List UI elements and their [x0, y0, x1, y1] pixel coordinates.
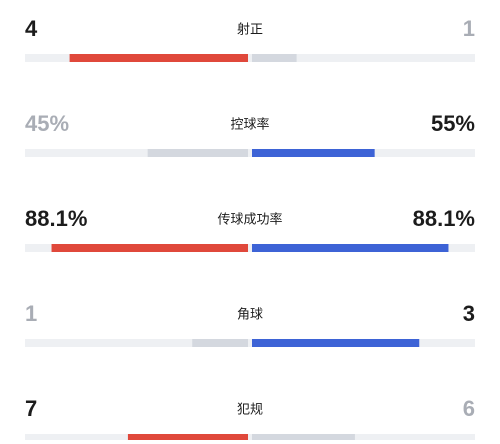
- away-bar: [252, 339, 420, 347]
- home-value: 7: [25, 396, 37, 421]
- away-bar: [252, 149, 375, 157]
- bar-track: [25, 244, 475, 252]
- bar-track: [25, 149, 475, 157]
- stat-label: 犯规: [237, 403, 263, 418]
- home-value: 45%: [25, 111, 69, 136]
- away-bar: [252, 244, 449, 252]
- away-value: 6: [463, 396, 475, 421]
- bar-track: [25, 54, 475, 62]
- away-value: 1: [463, 16, 475, 41]
- away-bar: [252, 434, 355, 442]
- stat-label: 射正: [237, 22, 263, 38]
- away-bar: [252, 54, 297, 62]
- home-value: 1: [25, 301, 37, 326]
- stat-label: 角球: [237, 308, 263, 323]
- home-bar: [127, 434, 248, 442]
- away-value: 3: [463, 301, 475, 326]
- home-bar: [147, 149, 248, 157]
- away-value: 55%: [431, 111, 475, 136]
- bar-track: [25, 434, 475, 442]
- bar-track: [25, 339, 475, 347]
- home-bar: [51, 244, 248, 252]
- home-value: 88.1%: [25, 206, 87, 231]
- away-value: 88.1%: [413, 206, 475, 231]
- home-bar: [69, 54, 248, 62]
- home-bar: [192, 339, 248, 347]
- stat-label: 传球成功率: [217, 212, 282, 228]
- home-value: 4: [25, 16, 38, 41]
- stat-label: 控球率: [230, 117, 269, 133]
